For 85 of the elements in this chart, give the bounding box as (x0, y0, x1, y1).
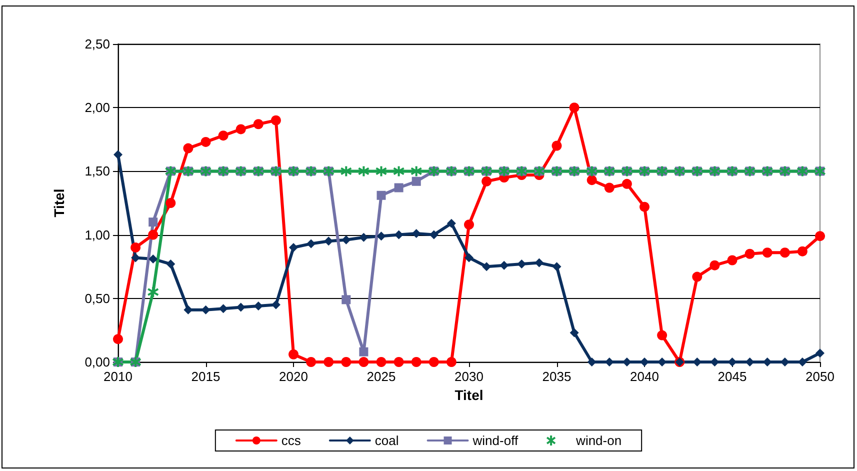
y-axis-title: Titel (51, 188, 67, 218)
point (622, 178, 632, 189)
point (586, 175, 597, 186)
point (482, 176, 492, 186)
point (569, 102, 580, 113)
point (342, 295, 351, 304)
y-tick-label: 1,50 (84, 164, 110, 179)
x-tick-label: 2010 (104, 369, 132, 384)
point (394, 183, 404, 192)
point (604, 182, 614, 193)
point (710, 260, 720, 270)
point (375, 165, 388, 178)
x-axis-title: Titel (454, 386, 484, 403)
legend-label: wind-on (575, 433, 622, 448)
point (446, 218, 456, 228)
point (376, 232, 386, 241)
point (376, 357, 386, 367)
point (130, 242, 141, 253)
point (270, 115, 281, 126)
point (815, 231, 825, 242)
point (289, 243, 298, 252)
point (816, 348, 824, 358)
point (147, 286, 160, 298)
point (324, 357, 334, 367)
point (727, 255, 738, 266)
point (166, 198, 176, 208)
y-tick-label: 0,00 (84, 354, 110, 370)
y-tick-label: 1,00 (84, 227, 110, 242)
point (640, 202, 650, 212)
point (306, 239, 316, 248)
point (744, 248, 755, 259)
y-tick-label: 2,00 (84, 100, 110, 116)
point (570, 328, 579, 338)
point (148, 218, 158, 227)
point (762, 248, 772, 258)
point (342, 235, 351, 244)
point (394, 357, 404, 367)
point (236, 124, 246, 134)
y-tick-label: 2,50 (84, 36, 110, 52)
point (253, 119, 264, 130)
point (464, 220, 474, 230)
legend-label: ccs (281, 433, 302, 448)
point (692, 272, 702, 282)
point (166, 260, 176, 269)
y-tick-label: 0,50 (84, 290, 110, 306)
point (517, 260, 526, 269)
point (411, 357, 422, 367)
x-tick-label: 2015 (191, 369, 220, 384)
point (148, 230, 158, 240)
point (148, 254, 158, 264)
point (446, 357, 456, 367)
point (797, 246, 808, 256)
point (340, 165, 352, 178)
point (410, 165, 422, 178)
point (412, 229, 421, 238)
x-tick-label: 2035 (542, 369, 572, 384)
x-tick-label: 2030 (454, 369, 484, 384)
point (464, 253, 474, 262)
point (780, 248, 790, 258)
x-tick-label: 2045 (718, 369, 747, 384)
point (428, 357, 439, 367)
point (341, 357, 352, 367)
point (324, 236, 334, 246)
point (183, 143, 194, 154)
point (359, 347, 368, 356)
point (552, 262, 562, 272)
point (218, 130, 228, 141)
point (412, 176, 421, 186)
point (288, 349, 298, 360)
x-tick-label: 2020 (279, 369, 308, 384)
point (358, 165, 370, 178)
legend-label: wind-off (472, 433, 518, 448)
point (657, 330, 668, 340)
point (376, 190, 386, 200)
point (113, 334, 123, 344)
legend-label: coal (374, 433, 399, 448)
point (358, 357, 369, 367)
point (392, 165, 405, 178)
x-tick-label: 2025 (366, 369, 396, 384)
x-tick-label: 2050 (806, 369, 834, 384)
point (306, 357, 316, 367)
point (114, 150, 122, 160)
point (552, 140, 562, 151)
point (200, 136, 211, 147)
x-tick-label: 2040 (630, 369, 659, 384)
